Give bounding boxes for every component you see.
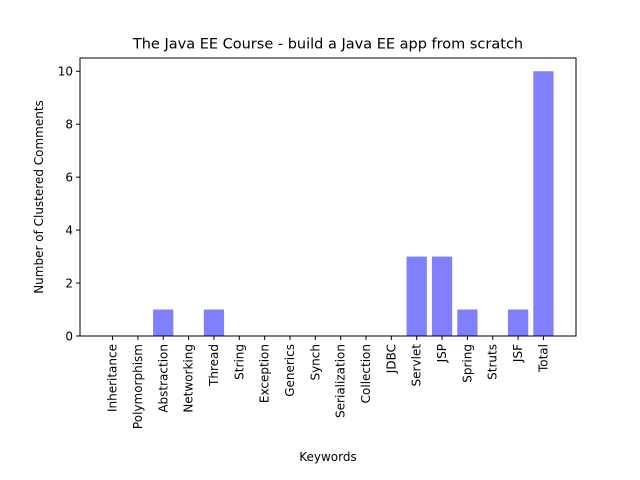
x-tick-label: Inheritance (106, 344, 120, 412)
bar-spring (457, 309, 478, 336)
bar-total (533, 71, 554, 336)
y-axis-ticks: 0 2 4 6 8 10 (58, 65, 80, 344)
bars-group (153, 71, 554, 336)
x-tick-label: Abstraction (156, 344, 170, 413)
x-tick-label: Synch (308, 344, 322, 381)
x-tick-label: Thread (207, 344, 221, 387)
y-tick-label: 6 (65, 171, 73, 185)
x-tick-label: Polymorphism (131, 344, 145, 429)
y-tick-label: 0 (65, 330, 73, 344)
x-tick-label: String (232, 344, 246, 380)
x-tick-label: JDBC (384, 344, 398, 374)
x-tick-label: JSF (511, 344, 525, 363)
x-tick-label: Struts (486, 344, 500, 380)
bar-abstraction (153, 309, 174, 336)
x-tick-label: Total (536, 344, 550, 373)
y-axis-label: Number of Clustered Comments (32, 100, 46, 294)
x-tick-label: JSP (435, 344, 449, 363)
bar-servlet (406, 256, 427, 336)
y-tick-label: 10 (58, 65, 73, 79)
x-tick-label: Exception (258, 344, 272, 403)
x-tick-label: Servlet (410, 344, 424, 387)
x-tick-label: Spring (460, 344, 474, 383)
plot-frame (79, 57, 577, 337)
chart-title: The Java EE Course - build a Java EE app… (132, 37, 523, 53)
x-tick-label: Collection (359, 344, 373, 403)
bar-jsp (431, 256, 453, 336)
bar-jsf (507, 309, 529, 336)
y-tick-label: 8 (65, 118, 73, 132)
x-tick-label: Generics (283, 344, 297, 397)
y-tick-label: 4 (65, 224, 73, 238)
x-axis-ticks: Inheritance Polymorphism Abstraction Networ… (106, 336, 550, 429)
bar-thread (203, 309, 225, 336)
x-tick-label: Serialization (334, 344, 348, 418)
y-tick-label: 2 (65, 277, 73, 291)
x-axis-label: Keywords (299, 450, 357, 464)
x-tick-label: Networking (182, 344, 196, 413)
